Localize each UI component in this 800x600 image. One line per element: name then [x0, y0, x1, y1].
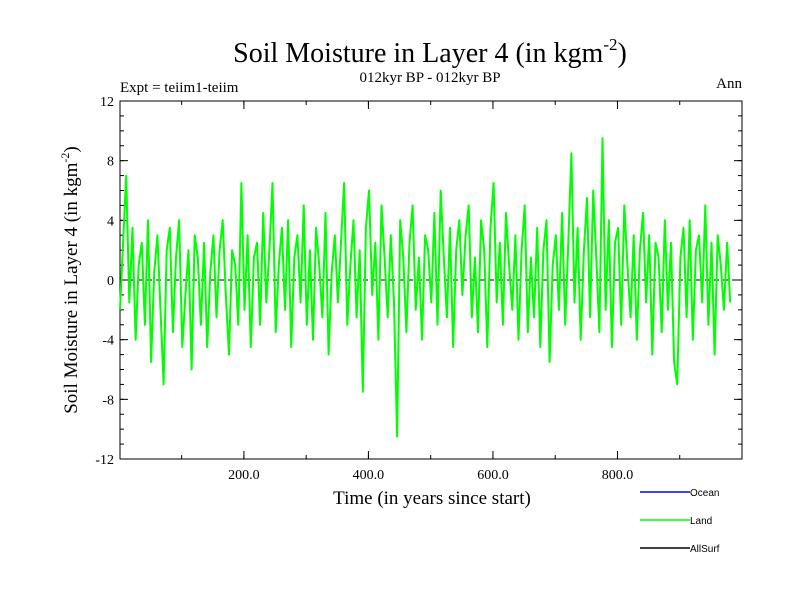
experiment-label: Expt = teiim1-teiim — [120, 80, 239, 96]
y-tick-label: -8 — [102, 393, 114, 408]
legend: Ocean Land AllSurf — [640, 488, 720, 555]
x-axis-label: Time (in years since start) — [333, 488, 531, 509]
y-tick-label: 8 — [107, 155, 114, 170]
y-tick-label: 12 — [100, 95, 114, 110]
series-line-land — [119, 137, 732, 438]
y-tick-label: 4 — [107, 214, 114, 229]
y-axis-label: Soil Moisture in Layer 4 (in kgm-2) — [58, 146, 82, 414]
series-layer — [119, 137, 732, 438]
y-tick-label: -4 — [102, 334, 114, 349]
legend-label-ocean: Ocean — [690, 488, 719, 499]
legend-label-allsurf: AllSurf — [690, 544, 720, 555]
legend-label-land: Land — [690, 516, 712, 527]
chart-subtitle: 012kyr BP - 012kyr BP — [359, 70, 500, 86]
y-tick-label: 0 — [107, 274, 114, 289]
chart-title-main: Soil Moisture in Layer 4 (in kgm — [233, 38, 603, 69]
x-tick-label: 800.0 — [602, 468, 634, 483]
chart-title: Soil Moisture in Layer 4 (in kgm-2) — [233, 35, 627, 69]
x-tick-label: 200.0 — [228, 468, 260, 483]
y-axis-label-sup: -2 — [58, 153, 72, 163]
x-axis-ticks: 200.0 400.0 600.0 800.0 — [181, 101, 681, 483]
x-tick-label: 600.0 — [477, 468, 509, 483]
y-tick-label: -12 — [95, 453, 114, 468]
x-tick-label: 400.0 — [353, 468, 385, 483]
season-label: Ann — [716, 76, 742, 92]
chart-title-close: ) — [618, 38, 627, 69]
chart-title-sup: -2 — [603, 35, 617, 54]
y-axis-label-close: ) — [61, 146, 82, 152]
y-axis-label-main: Soil Moisture in Layer 4 (in kgm — [61, 162, 82, 413]
